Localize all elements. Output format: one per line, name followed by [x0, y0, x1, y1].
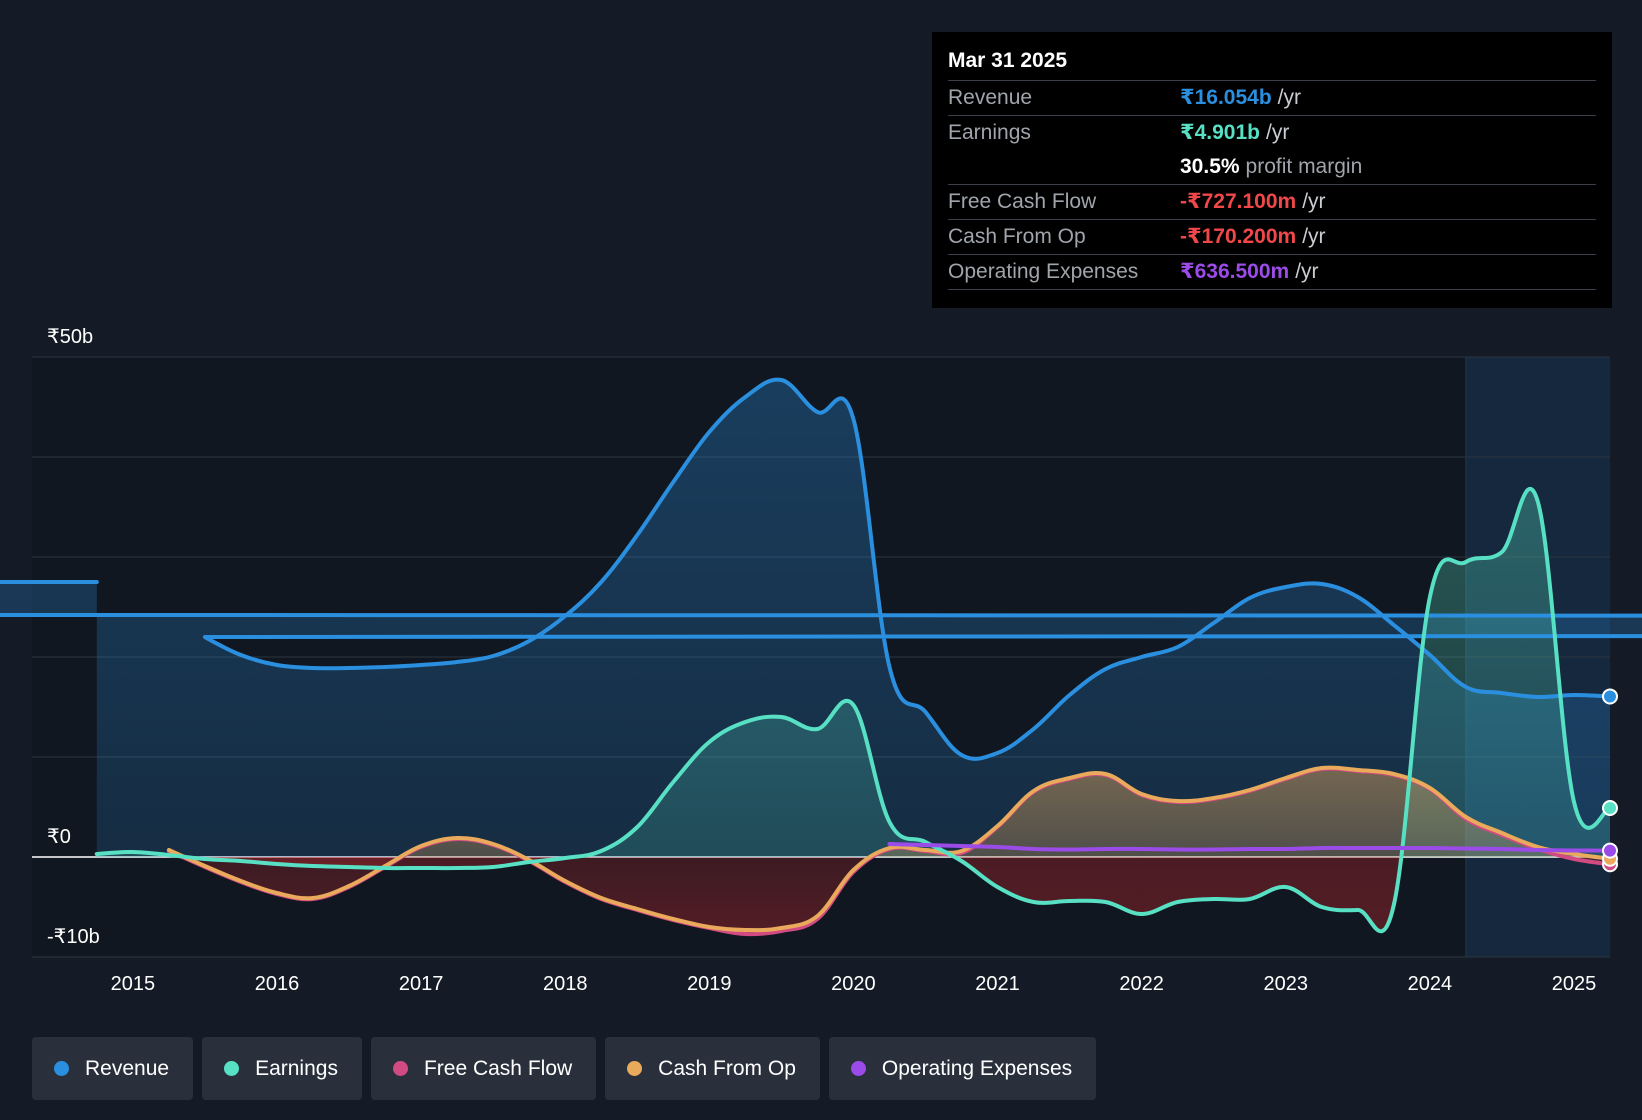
legend-item-revenue[interactable]: Revenue: [32, 1037, 194, 1100]
y-tick-label: -₹10b: [47, 926, 100, 948]
tooltip-revenue-value: ₹16.054b: [1180, 86, 1272, 109]
x-tick-label: 2021: [975, 973, 1020, 995]
legend-item-operating-expenses[interactable]: Operating Expenses: [828, 1037, 1097, 1100]
tooltip-earnings-unit: /yr: [1266, 121, 1290, 144]
legend-label: Operating Expenses: [881, 1056, 1073, 1080]
tooltip-row-earnings: Earnings ₹4.901b /yr: [948, 116, 1596, 150]
tooltip-row-opex: Operating Expenses ₹636.500m /yr: [948, 255, 1596, 290]
legend-label: Free Cash Flow: [423, 1056, 573, 1080]
operating-expenses-end-marker: [1602, 842, 1618, 859]
earnings-line: [94, 486, 1612, 934]
legend-dot-icon: [392, 1061, 408, 1076]
legend-dot-icon: [627, 1061, 643, 1076]
earnings-negative-area: [96, 857, 1610, 932]
tooltip-row-revenue: Revenue ₹16.054b /yr: [948, 81, 1596, 116]
x-tick-label: 2022: [1119, 973, 1164, 995]
x-tick-label: 2025: [1552, 973, 1597, 995]
tooltip-row-margin: 30.5% profit margin: [948, 150, 1596, 185]
operating-expenses-line: [887, 842, 1612, 853]
tooltip-margin-spacer: [948, 150, 1180, 184]
axis-labels: ₹50b ₹0 -₹10b 2015 2016 2017 2018 2019 2020 2021 2…: [47, 326, 1596, 995]
revenue-end-marker: [1602, 688, 1618, 705]
tooltip-fcf-label: Free Cash Flow: [948, 190, 1097, 213]
tooltip-row-cfo: Cash From Op -₹170.200m /yr: [948, 220, 1596, 255]
x-tick-label: 2016: [255, 973, 300, 995]
x-tick-label: 2017: [399, 973, 444, 995]
series-lines: [0, 380, 1642, 937]
tooltip-revenue-label: Revenue: [948, 86, 1033, 109]
tooltip-fcf-value: -₹727.100m: [1180, 190, 1297, 213]
tooltip-revenue-unit: /yr: [1277, 86, 1301, 109]
x-tick-label: 2019: [687, 973, 732, 995]
value-tooltip: Mar 31 2025 Revenue ₹16.054b /yr Earning…: [932, 32, 1612, 308]
x-tick-label: 2018: [543, 973, 588, 995]
legend-item-free-cash-flow[interactable]: Free Cash Flow: [370, 1037, 597, 1100]
legend-dot-icon: [224, 1061, 240, 1076]
earnings-end-marker: [1602, 799, 1618, 816]
x-tick-label: 2020: [831, 973, 876, 995]
tooltip-earnings-label: Earnings: [948, 121, 1031, 144]
legend-label: Earnings: [255, 1056, 338, 1080]
x-tick-label: 2024: [1408, 973, 1453, 995]
tooltip-margin-value: 30.5%: [1180, 155, 1240, 178]
x-tick-label: 2015: [111, 973, 156, 995]
tooltip-fcf-unit: /yr: [1302, 190, 1326, 213]
tooltip-cfo-value: -₹170.200m: [1180, 225, 1297, 248]
tooltip-opex-value: ₹636.500m: [1180, 260, 1290, 283]
tooltip-cfo-label: Cash From Op: [948, 225, 1086, 248]
legend-item-earnings[interactable]: Earnings: [202, 1037, 362, 1100]
tooltip-earnings-value: ₹4.901b: [1180, 121, 1260, 144]
tooltip-cfo-unit: /yr: [1302, 225, 1326, 248]
tooltip-margin-label: profit margin: [1245, 155, 1363, 178]
x-tick-label: 2023: [1264, 973, 1309, 995]
cash-from-op-area: [168, 767, 1610, 857]
y-tick-label: ₹0: [47, 826, 71, 848]
legend-label: Cash From Op: [658, 1056, 796, 1080]
tooltip-date: Mar 31 2025: [948, 46, 1596, 81]
y-tick-label: ₹50b: [47, 326, 93, 348]
tooltip-opex-label: Operating Expenses: [948, 260, 1139, 283]
tooltip-row-fcf: Free Cash Flow -₹727.100m /yr: [948, 185, 1596, 220]
chart-legend: Revenue Earnings Free Cash Flow Cash Fro…: [32, 1037, 1105, 1100]
legend-item-cash-from-op[interactable]: Cash From Op: [605, 1037, 820, 1100]
legend-label: Revenue: [85, 1056, 170, 1080]
legend-dot-icon: [54, 1061, 69, 1076]
tooltip-opex-unit: /yr: [1295, 260, 1319, 283]
cash-from-op-line: [166, 765, 1612, 933]
legend-dot-icon: [850, 1061, 866, 1076]
end-markers: [1602, 688, 1618, 873]
